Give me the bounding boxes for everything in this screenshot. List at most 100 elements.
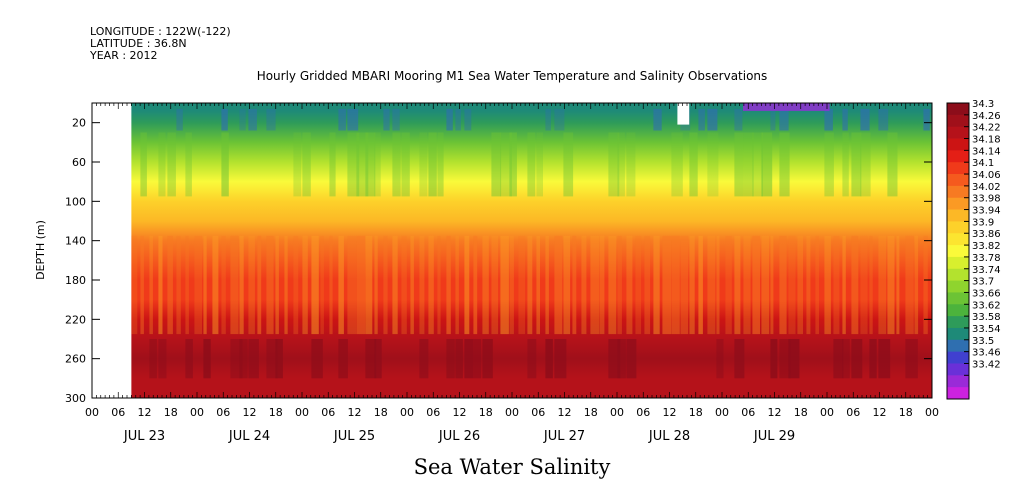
x-tick-label: 18 [794, 406, 808, 419]
colorbar-label: 33.66 [972, 288, 1001, 299]
colorbar-segment [947, 304, 969, 317]
upper-band [689, 132, 698, 197]
mid-striation [446, 235, 451, 335]
upper-band [671, 132, 683, 197]
colorbar-segment [947, 233, 969, 246]
upper-band [860, 132, 871, 197]
mid-striation [428, 235, 434, 335]
upper-band [851, 132, 862, 197]
deep-core [239, 339, 248, 379]
colorbar-segment [947, 256, 969, 270]
mid-striation [203, 235, 207, 335]
mid-striation [473, 235, 478, 335]
mid-striation [563, 235, 571, 335]
mid-striation [923, 235, 928, 335]
x-day-label: JUL 24 [228, 429, 270, 444]
colorbar-segment [947, 339, 969, 353]
x-tick-label: 00 [925, 406, 939, 419]
mid-striation [158, 235, 163, 335]
colorbar-segment [947, 363, 969, 376]
upper-band [401, 132, 410, 197]
x-tick-label: 18 [479, 406, 493, 419]
mid-striation [707, 235, 716, 335]
mid-striation [509, 235, 514, 335]
x-axis: 00 06 12 18 00 06 12 18 00 06 12 18 00 06 12 18 00 06 12 18… [85, 103, 939, 444]
upper-band [509, 132, 517, 197]
mid-striation [176, 235, 181, 335]
mid-striation [689, 235, 695, 335]
mid-striation [248, 235, 255, 335]
y-tick-label: 260 [65, 353, 86, 366]
upper-band [500, 132, 512, 197]
y-tick-label: 100 [65, 195, 86, 208]
x-tick-label: 18 [899, 406, 913, 419]
x-tick-label: 12 [348, 406, 362, 419]
mid-striation [815, 235, 819, 335]
mid-striation [383, 235, 388, 335]
colorbar-segment [947, 209, 969, 222]
mid-striation [788, 235, 796, 335]
upper-band [734, 132, 744, 197]
colorbar-label: 33.78 [972, 253, 1001, 264]
colorbar-label: 33.98 [972, 194, 1001, 205]
x-day-label: JUL 29 [753, 429, 795, 444]
mid-striation [635, 235, 642, 335]
colorbar: 34.334.2634.2234.1834.1434.134.0634.0233… [946, 99, 1001, 400]
x-day-label: JUL 27 [543, 429, 585, 444]
colorbar-segment [947, 185, 969, 199]
x-tick-label: 06 [216, 406, 230, 419]
y-axis-label: DEPTH (m) [34, 220, 47, 280]
x-tick-label: 06 [636, 406, 650, 419]
colorbar-segment [947, 292, 969, 305]
colorbar-label: 33.74 [972, 265, 1001, 276]
mid-striation [680, 235, 689, 335]
mid-striation [221, 235, 226, 335]
deep-core [554, 339, 567, 379]
mid-striation [779, 235, 787, 335]
mid-striation [338, 235, 344, 335]
missing-data-gap [677, 103, 690, 125]
x-tick-label: 12 [768, 406, 782, 419]
mid-striation [365, 235, 373, 335]
colorbar-label: 33.94 [972, 206, 1001, 217]
plot-area [131, 103, 932, 398]
surface-fresh [266, 108, 276, 131]
mid-striation [869, 235, 873, 335]
upper-band [437, 132, 444, 197]
colorbar-label: 33.86 [972, 229, 1001, 240]
x-day-label: JUL 26 [438, 429, 480, 444]
colorbar-label: 34.1 [972, 158, 994, 169]
upper-band [329, 132, 336, 197]
colorbar-segment [947, 103, 969, 116]
deep-core [545, 339, 553, 379]
deep-core [419, 339, 429, 379]
surface-fresh [860, 108, 870, 131]
upper-band [761, 132, 773, 197]
colorbar-label: 34.26 [972, 111, 1001, 122]
y-axis: 20 60 100 140 180 220 260 300 [65, 117, 932, 405]
mid-striation [464, 235, 470, 335]
x-tick-label: 00 [820, 406, 834, 419]
mid-striation [320, 235, 324, 335]
upper-band [293, 132, 302, 197]
mid-striation [887, 235, 895, 335]
mid-striation [626, 235, 633, 335]
upper-band [392, 132, 401, 197]
colorbar-label: 33.7 [972, 277, 994, 288]
mid-striation [293, 235, 299, 335]
mid-striation [230, 235, 239, 335]
mid-striation [374, 235, 378, 335]
deep-core [311, 339, 323, 379]
upper-band [491, 132, 502, 197]
mid-striation [896, 235, 900, 335]
mid-striation [257, 235, 262, 335]
mid-striation [536, 235, 540, 335]
deep-core [266, 339, 278, 379]
x-day-label: JUL 23 [123, 429, 165, 444]
x-tick-label: 18 [689, 406, 703, 419]
colorbar-label: 33.9 [972, 217, 994, 228]
deep-core [788, 339, 800, 379]
deep-core [770, 339, 778, 379]
x-tick-label: 12 [453, 406, 467, 419]
deep-core [734, 339, 745, 379]
